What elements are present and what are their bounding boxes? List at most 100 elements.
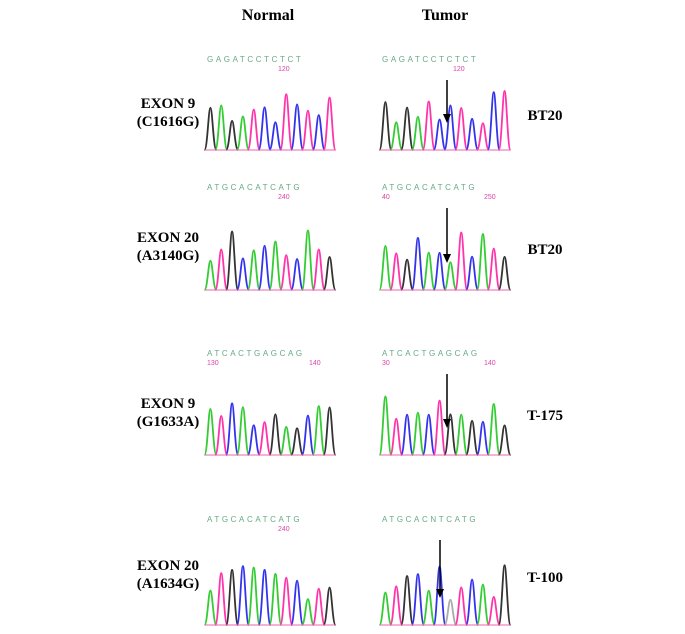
chromatogram-peak <box>497 255 512 291</box>
chromatogram-peak <box>214 415 229 456</box>
position-label: 130 <box>207 360 219 367</box>
chromatogram-peak <box>443 413 458 456</box>
chromatogram-peak <box>311 248 326 291</box>
chromatogram-peak <box>290 258 304 291</box>
chromatogram-peak <box>279 425 294 456</box>
chromatogram-peak <box>290 579 304 626</box>
chromatogram-peak <box>203 589 218 626</box>
chromatogram-peak <box>257 568 272 626</box>
chromatogram-peak <box>486 91 501 151</box>
chromatogram-peak <box>497 564 512 626</box>
chromatogram-peak <box>400 106 414 151</box>
chromatogram-peak <box>486 595 501 626</box>
chromatogram-peak <box>214 572 229 626</box>
mutation-label: (A3140G) <box>137 248 200 264</box>
chromatogram-peak <box>268 413 283 456</box>
chromatogram-peak <box>443 261 458 291</box>
sample-label: T-100 <box>527 570 563 586</box>
chromatogram-peak <box>203 407 218 456</box>
chromatogram-peak <box>389 252 404 291</box>
chromatogram-peak <box>225 120 239 151</box>
chromatogram-peak <box>225 569 239 626</box>
position-label: 30 <box>382 360 390 367</box>
arrow-head <box>436 589 444 598</box>
chromatogram-peak <box>465 117 479 151</box>
chromatogram-peak <box>432 251 447 291</box>
chromatogram-peak <box>279 576 294 626</box>
chromatogram-peak <box>257 421 272 456</box>
chromatogram-peak <box>421 251 436 291</box>
chromatogram-peak <box>257 106 272 151</box>
chromatogram-peak <box>311 405 326 456</box>
column-header: Tumor <box>422 7 469 24</box>
exon-label: EXON 20 <box>137 558 199 574</box>
chromatogram-peak <box>322 255 337 291</box>
chromatogram-peak <box>290 427 304 456</box>
chromatogram-peak <box>257 244 272 291</box>
chromatogram-peak <box>236 565 250 626</box>
sequence: GAGATCCTCTCT <box>207 55 303 64</box>
chromatogram-peak <box>411 411 425 456</box>
chromatogram-peak <box>454 231 469 291</box>
chromatogram-peak <box>476 420 490 456</box>
chromatogram-peak <box>246 108 261 151</box>
position-label: 240 <box>278 526 290 533</box>
chromatogram-peak <box>486 403 501 456</box>
arrow-head <box>443 114 451 123</box>
chromatogram-peak <box>411 115 425 151</box>
chromatogram-peak <box>322 406 337 456</box>
chromatogram-peak <box>421 100 436 151</box>
chromatogram-peak <box>378 101 393 151</box>
chromatogram-peak <box>389 585 404 626</box>
chromatogram-peak <box>214 248 229 291</box>
chromatogram-peak <box>454 107 469 151</box>
position-label: 140 <box>309 360 321 367</box>
chromatogram-peak <box>236 406 250 456</box>
sequence: ATGCACATCATG <box>382 183 477 192</box>
chromatogram-peak <box>290 103 304 151</box>
position-label: 120 <box>453 66 465 73</box>
chromatogram-peak <box>476 233 490 291</box>
sample-label: BT20 <box>527 108 562 124</box>
chromatogram-peak <box>400 413 414 456</box>
chromatogram-peak <box>454 413 469 456</box>
position-label: 240 <box>278 194 290 201</box>
chromatogram-peak <box>497 424 512 456</box>
chromatogram-peak <box>400 575 414 626</box>
chromatogram-peak <box>301 598 315 626</box>
chromatogram-peak <box>389 121 404 151</box>
chromatogram-peak <box>268 240 283 291</box>
arrow-head <box>443 254 451 263</box>
chromatogram-peak <box>389 417 404 456</box>
exon-label: EXON 9 <box>141 96 196 112</box>
sequence: ATGCACNTCATG <box>382 515 478 524</box>
chromatogram-peak <box>246 566 261 626</box>
chromatogram-peak <box>378 244 393 291</box>
sequence: ATCACTGAGCAG <box>207 349 305 358</box>
chromatogram-peak <box>236 115 250 151</box>
chromatogram-peak <box>421 589 436 626</box>
chromatogram-peak <box>311 587 326 626</box>
mutation-label: (A1634G) <box>137 576 200 592</box>
exon-label: EXON 20 <box>137 230 199 246</box>
chromatogram-peak <box>279 254 294 291</box>
chromatogram-peak <box>203 106 218 151</box>
chromatogram-peak <box>236 257 250 291</box>
sequence: ATCACTGAGCAG <box>382 349 480 358</box>
chromatogram-peak <box>476 122 490 151</box>
chromatogram-peak <box>432 399 447 456</box>
sample-label: BT20 <box>527 242 562 258</box>
chromatogram-peak <box>301 414 315 456</box>
mutation-label: (G1633A) <box>137 414 200 430</box>
mutation-label: (C1616G) <box>137 114 200 130</box>
chromatogram-peak <box>400 258 414 291</box>
arrow-head <box>443 419 451 428</box>
chromatogram-peak <box>411 237 425 291</box>
chromatogram-peak <box>301 109 315 151</box>
chromatogram-peak <box>421 413 436 456</box>
chromatogram-peak <box>378 395 393 456</box>
chromatogram-peak <box>497 90 512 151</box>
chromatogram-peak <box>268 572 283 626</box>
chromatogram-peak <box>443 598 458 626</box>
